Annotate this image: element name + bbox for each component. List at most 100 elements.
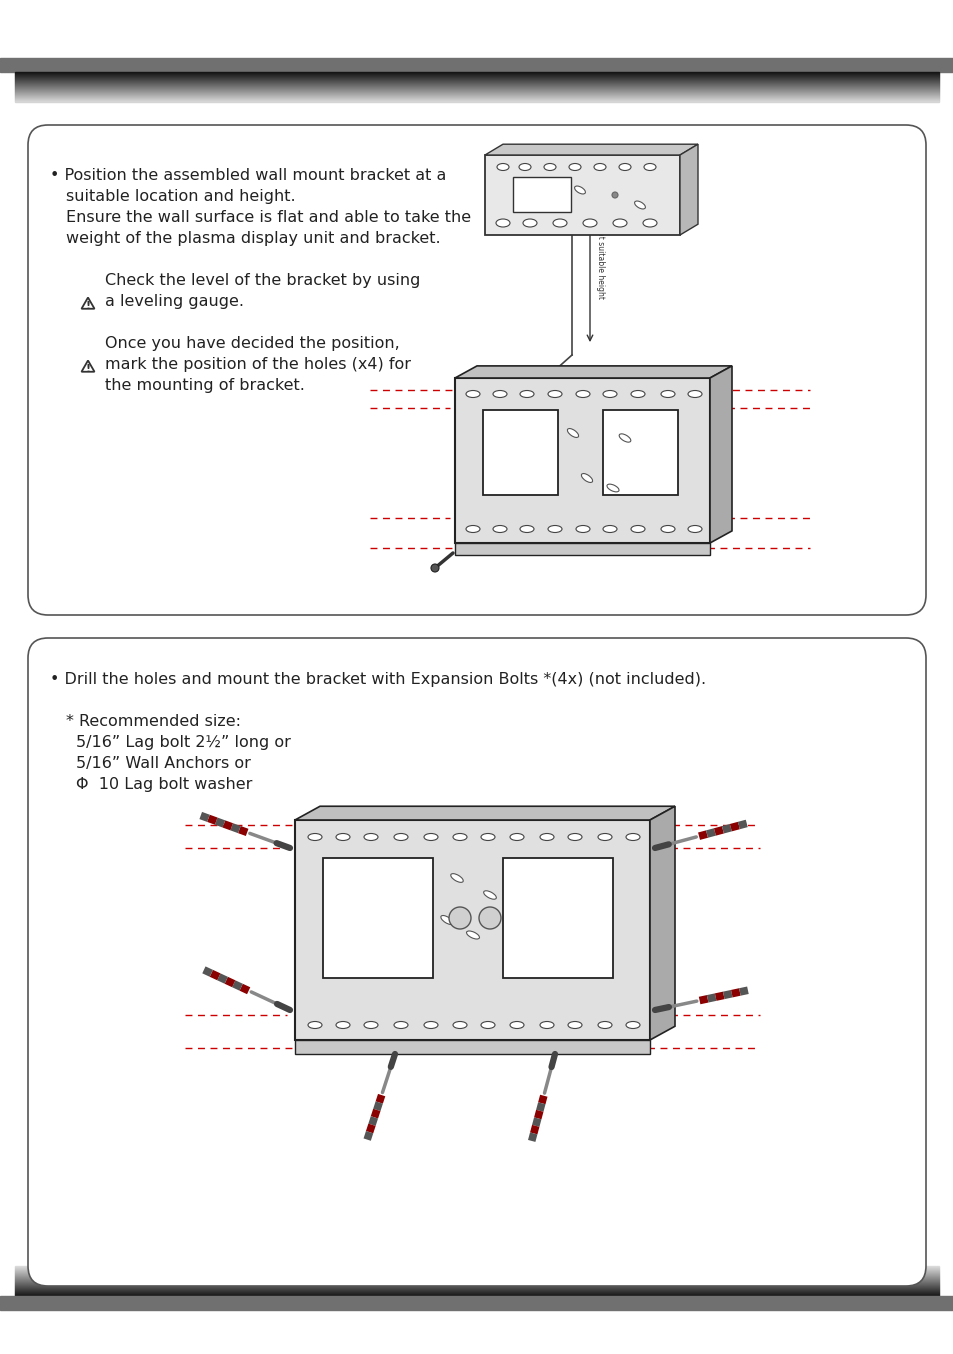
Text: Check the level of the bracket by using: Check the level of the bracket by using xyxy=(105,274,420,288)
Ellipse shape xyxy=(687,390,701,398)
Ellipse shape xyxy=(335,1021,350,1029)
Text: !: ! xyxy=(86,364,91,374)
Ellipse shape xyxy=(465,525,479,532)
Polygon shape xyxy=(455,378,709,543)
Ellipse shape xyxy=(519,390,534,398)
Ellipse shape xyxy=(510,1021,523,1029)
Ellipse shape xyxy=(602,525,617,532)
Circle shape xyxy=(478,907,500,929)
Polygon shape xyxy=(484,154,679,236)
Ellipse shape xyxy=(568,164,580,171)
Polygon shape xyxy=(709,366,731,543)
Ellipse shape xyxy=(660,390,675,398)
Polygon shape xyxy=(679,144,698,236)
Bar xyxy=(513,177,571,213)
Ellipse shape xyxy=(308,1021,322,1029)
Ellipse shape xyxy=(440,915,453,925)
Circle shape xyxy=(431,565,438,571)
Text: Φ  10 Lag bolt washer: Φ 10 Lag bolt washer xyxy=(76,777,253,792)
Text: Once you have decided the position,: Once you have decided the position, xyxy=(105,336,399,351)
Ellipse shape xyxy=(602,390,617,398)
Ellipse shape xyxy=(543,164,556,171)
Ellipse shape xyxy=(510,834,523,841)
Ellipse shape xyxy=(483,891,496,899)
Bar xyxy=(0,58,953,72)
Ellipse shape xyxy=(450,873,463,883)
Ellipse shape xyxy=(687,525,701,532)
Ellipse shape xyxy=(576,525,589,532)
Text: 5/16” Wall Anchors or: 5/16” Wall Anchors or xyxy=(76,756,251,770)
Ellipse shape xyxy=(423,1021,437,1029)
Polygon shape xyxy=(455,543,709,555)
Ellipse shape xyxy=(567,428,578,437)
Ellipse shape xyxy=(539,1021,554,1029)
Polygon shape xyxy=(484,144,698,154)
Text: at suitable height: at suitable height xyxy=(596,232,604,299)
Bar xyxy=(323,858,433,978)
Text: Ensure the wall surface is flat and able to take the: Ensure the wall surface is flat and able… xyxy=(66,210,471,225)
Text: • Position the assembled wall mount bracket at a: • Position the assembled wall mount brac… xyxy=(50,168,446,183)
Text: suitable location and height.: suitable location and height. xyxy=(66,190,295,204)
Bar xyxy=(0,1296,953,1311)
Ellipse shape xyxy=(465,390,479,398)
Circle shape xyxy=(449,907,471,929)
Polygon shape xyxy=(455,366,731,378)
Ellipse shape xyxy=(308,834,322,841)
Ellipse shape xyxy=(582,219,597,227)
Text: !: ! xyxy=(86,301,91,310)
Ellipse shape xyxy=(364,1021,377,1029)
FancyBboxPatch shape xyxy=(28,638,925,1286)
Polygon shape xyxy=(294,806,675,821)
Ellipse shape xyxy=(598,834,612,841)
Text: mark the position of the holes (x4) for: mark the position of the holes (x4) for xyxy=(105,357,411,372)
Ellipse shape xyxy=(519,525,534,532)
Ellipse shape xyxy=(594,164,605,171)
Ellipse shape xyxy=(547,525,561,532)
Ellipse shape xyxy=(625,1021,639,1029)
Ellipse shape xyxy=(423,834,437,841)
Ellipse shape xyxy=(630,525,644,532)
Ellipse shape xyxy=(496,219,510,227)
Ellipse shape xyxy=(576,390,589,398)
Ellipse shape xyxy=(539,834,554,841)
Bar xyxy=(502,858,613,978)
Ellipse shape xyxy=(453,1021,467,1029)
Ellipse shape xyxy=(643,164,656,171)
Ellipse shape xyxy=(618,164,630,171)
Ellipse shape xyxy=(518,164,531,171)
Ellipse shape xyxy=(598,1021,612,1029)
Polygon shape xyxy=(294,1040,649,1053)
Ellipse shape xyxy=(567,1021,581,1029)
Ellipse shape xyxy=(606,485,618,492)
Ellipse shape xyxy=(335,834,350,841)
Text: • Drill the holes and mount the bracket with Expansion Bolts *(4x) (not included: • Drill the holes and mount the bracket … xyxy=(50,672,705,686)
Ellipse shape xyxy=(613,219,626,227)
Ellipse shape xyxy=(580,474,592,482)
FancyBboxPatch shape xyxy=(28,125,925,615)
Polygon shape xyxy=(649,806,675,1040)
Ellipse shape xyxy=(567,834,581,841)
Ellipse shape xyxy=(553,219,566,227)
Text: * Recommended size:: * Recommended size: xyxy=(66,714,241,728)
Circle shape xyxy=(612,192,618,198)
Ellipse shape xyxy=(642,219,657,227)
Ellipse shape xyxy=(480,1021,495,1029)
Ellipse shape xyxy=(364,834,377,841)
Ellipse shape xyxy=(466,932,479,940)
Polygon shape xyxy=(294,821,649,1040)
Ellipse shape xyxy=(453,834,467,841)
Ellipse shape xyxy=(625,834,639,841)
Ellipse shape xyxy=(618,433,630,443)
Text: 5/16” Lag bolt 2½” long or: 5/16” Lag bolt 2½” long or xyxy=(76,735,291,750)
Text: the mounting of bracket.: the mounting of bracket. xyxy=(105,378,305,393)
Ellipse shape xyxy=(493,525,506,532)
Bar xyxy=(602,410,678,496)
Ellipse shape xyxy=(493,390,506,398)
Ellipse shape xyxy=(394,1021,408,1029)
Ellipse shape xyxy=(497,164,509,171)
Ellipse shape xyxy=(394,834,408,841)
Ellipse shape xyxy=(630,390,644,398)
Text: weight of the plasma display unit and bracket.: weight of the plasma display unit and br… xyxy=(66,232,440,246)
Ellipse shape xyxy=(480,834,495,841)
Ellipse shape xyxy=(634,200,645,209)
